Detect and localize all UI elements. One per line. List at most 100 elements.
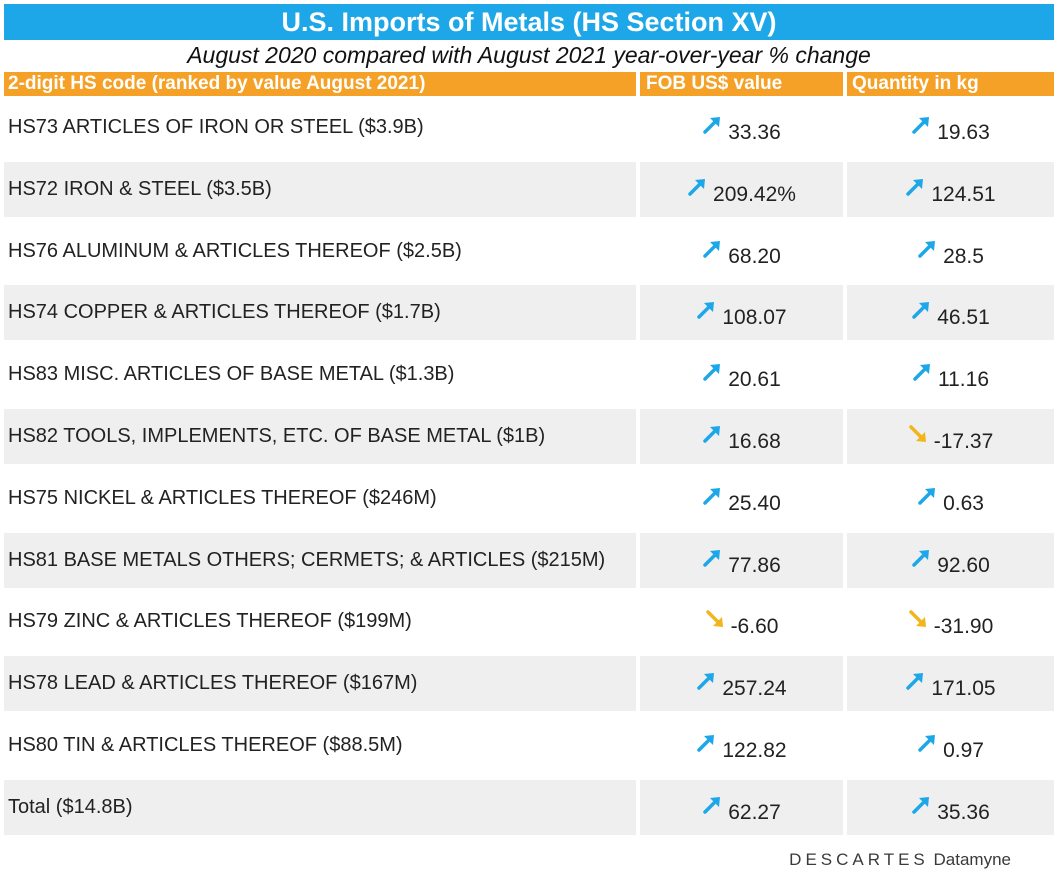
logo-brand: DESCARTES [789, 850, 929, 869]
trend-up-arrow-icon [702, 225, 722, 279]
trend-up-arrow-icon [702, 781, 722, 835]
trend-up-arrow-icon [696, 657, 716, 711]
row-quantity-cell: 92.60 [847, 532, 1054, 588]
fob-value: 33.36 [728, 120, 781, 144]
quantity-value: 0.97 [943, 738, 984, 762]
row-hs-label: HS82 TOOLS, IMPLEMENTS, ETC. OF BASE MET… [4, 409, 636, 464]
row-hs-label: HS83 MISC. ARTICLES OF BASE METAL ($1.3B… [8, 363, 455, 386]
fob-value: 108.07 [722, 306, 787, 330]
trend-up-arrow-icon [911, 286, 931, 340]
row-hs-label: HS76 ALUMINUM & ARTICLES THEREOF ($2.5B) [8, 239, 462, 262]
quantity-value: 46.51 [937, 306, 990, 330]
trend-up-arrow-icon [917, 472, 937, 526]
table-row: HS72 IRON & STEEL ($3.5B) 209.42% 124.51 [0, 161, 1057, 217]
trend-up-arrow-icon [917, 719, 937, 773]
trend-up-arrow-icon [912, 348, 932, 402]
row-hs-label: Total ($14.8B) [4, 779, 636, 835]
row-quantity-cell: 0.97 [847, 718, 1054, 773]
row-hs-label: HS81 BASE METALS OTHERS; CERMETS; & ARTI… [4, 532, 636, 588]
trend-down-arrow-icon [705, 595, 725, 649]
fob-value: -6.60 [730, 615, 779, 639]
trend-up-arrow-icon [702, 101, 722, 155]
chart-subtitle: August 2020 compared with August 2021 ye… [187, 42, 871, 68]
logo-product: Datamyne [933, 850, 1011, 869]
row-quantity-cell: 46.51 [847, 285, 1054, 341]
trend-up-arrow-icon [911, 781, 931, 835]
row-hs-label: HS74 COPPER & ARTICLES THEREOF ($1.7B) [4, 285, 636, 341]
chart-title: U.S. Imports of Metals (HS Section XV) [4, 4, 1054, 40]
fob-value: 20.61 [728, 368, 781, 392]
quantity-value: -31.90 [933, 615, 994, 639]
table-row: HS78 LEAD & ARTICLES THEREOF ($167M) 257.… [0, 656, 1057, 712]
row-fob-cell: 77.86 [640, 532, 843, 588]
table-row: HS79 ZINC & ARTICLES THEREOF ($199M) -6.6… [0, 594, 1057, 649]
column-header-fob-value: FOB US$ value [640, 72, 843, 96]
quantity-value: 92.60 [937, 553, 990, 577]
row-fob-cell: 62.27 [640, 779, 843, 835]
quantity-value: 124.51 [931, 182, 996, 206]
trend-up-arrow-icon [905, 657, 925, 711]
row-fob-cell: 209.42% [640, 161, 843, 217]
trend-up-arrow-icon [702, 348, 722, 402]
fob-value: 62.27 [728, 800, 781, 824]
row-fob-cell: -6.60 [640, 594, 843, 649]
fob-value: 209.42% [713, 182, 796, 206]
row-quantity-cell: 28.5 [847, 224, 1054, 279]
fob-value: 68.20 [728, 244, 781, 268]
trend-down-arrow-icon [908, 595, 928, 649]
row-quantity-cell: -31.90 [847, 594, 1054, 649]
quantity-value: 28.5 [943, 244, 984, 268]
table-row: HS74 COPPER & ARTICLES THEREOF ($1.7B) 10… [0, 285, 1057, 341]
row-hs-label: HS79 ZINC & ARTICLES THEREOF ($199M) [8, 610, 412, 633]
trend-up-arrow-icon [702, 534, 722, 588]
quantity-value: 35.36 [937, 800, 990, 824]
column-header-quantity: Quantity in kg [847, 72, 1054, 96]
fob-value: 77.86 [728, 553, 781, 577]
table-row: HS82 TOOLS, IMPLEMENTS, ETC. OF BASE MET… [0, 409, 1057, 464]
trend-up-arrow-icon [905, 163, 925, 217]
row-fob-cell: 25.40 [640, 471, 843, 526]
fob-value: 257.24 [722, 677, 787, 701]
table-row: HS73 ARTICLES OF IRON OR STEEL ($3.9B) 33… [0, 100, 1057, 155]
fob-value: 122.82 [722, 738, 787, 762]
row-quantity-cell: 171.05 [847, 656, 1054, 712]
quantity-value: 0.63 [943, 491, 984, 515]
row-fob-cell: 20.61 [640, 347, 843, 402]
quantity-value: 11.16 [938, 368, 989, 392]
trend-down-arrow-icon [908, 410, 928, 464]
row-fob-cell: 122.82 [640, 718, 843, 773]
trend-up-arrow-icon [911, 101, 931, 155]
row-hs-label: HS75 NICKEL & ARTICLES THEREOF ($246M) [8, 486, 437, 509]
trend-up-arrow-icon [702, 410, 722, 464]
column-header-hs-code: 2-digit HS code (ranked by value August … [4, 72, 636, 96]
row-fob-cell: 257.24 [640, 656, 843, 712]
row-fob-cell: 108.07 [640, 285, 843, 341]
quantity-value: -17.37 [933, 429, 994, 453]
row-fob-cell: 16.68 [640, 409, 843, 464]
trend-up-arrow-icon [687, 163, 707, 217]
row-fob-cell: 33.36 [640, 100, 843, 155]
table-row: Total ($14.8B) 62.27 35.36 [0, 779, 1057, 835]
fob-value: 25.40 [728, 491, 781, 515]
row-hs-label: HS72 IRON & STEEL ($3.5B) [4, 161, 636, 217]
trend-up-arrow-icon [911, 534, 931, 588]
row-quantity-cell: 19.63 [847, 100, 1054, 155]
trend-up-arrow-icon [696, 286, 716, 340]
table-row: HS81 BASE METALS OTHERS; CERMETS; & ARTI… [0, 532, 1057, 588]
descartes-datamyne-logo: DESCARTES Datamyne [789, 850, 1011, 870]
row-quantity-cell: -17.37 [847, 409, 1054, 464]
row-quantity-cell: 11.16 [847, 347, 1054, 402]
fob-value: 16.68 [728, 429, 781, 453]
row-fob-cell: 68.20 [640, 224, 843, 279]
row-quantity-cell: 124.51 [847, 161, 1054, 217]
table-row: HS80 TIN & ARTICLES THEREOF ($88.5M) 122.… [0, 718, 1057, 773]
quantity-value: 171.05 [931, 677, 996, 701]
table-row: HS83 MISC. ARTICLES OF BASE METAL ($1.3B… [0, 347, 1057, 402]
trend-up-arrow-icon [702, 472, 722, 526]
row-quantity-cell: 35.36 [847, 779, 1054, 835]
table-row: HS76 ALUMINUM & ARTICLES THEREOF ($2.5B)… [0, 224, 1057, 279]
row-hs-label: HS78 LEAD & ARTICLES THEREOF ($167M) [4, 656, 636, 712]
table-row: HS75 NICKEL & ARTICLES THEREOF ($246M) 25… [0, 471, 1057, 526]
row-hs-label: HS73 ARTICLES OF IRON OR STEEL ($3.9B) [8, 116, 424, 138]
row-quantity-cell: 0.63 [847, 471, 1054, 526]
